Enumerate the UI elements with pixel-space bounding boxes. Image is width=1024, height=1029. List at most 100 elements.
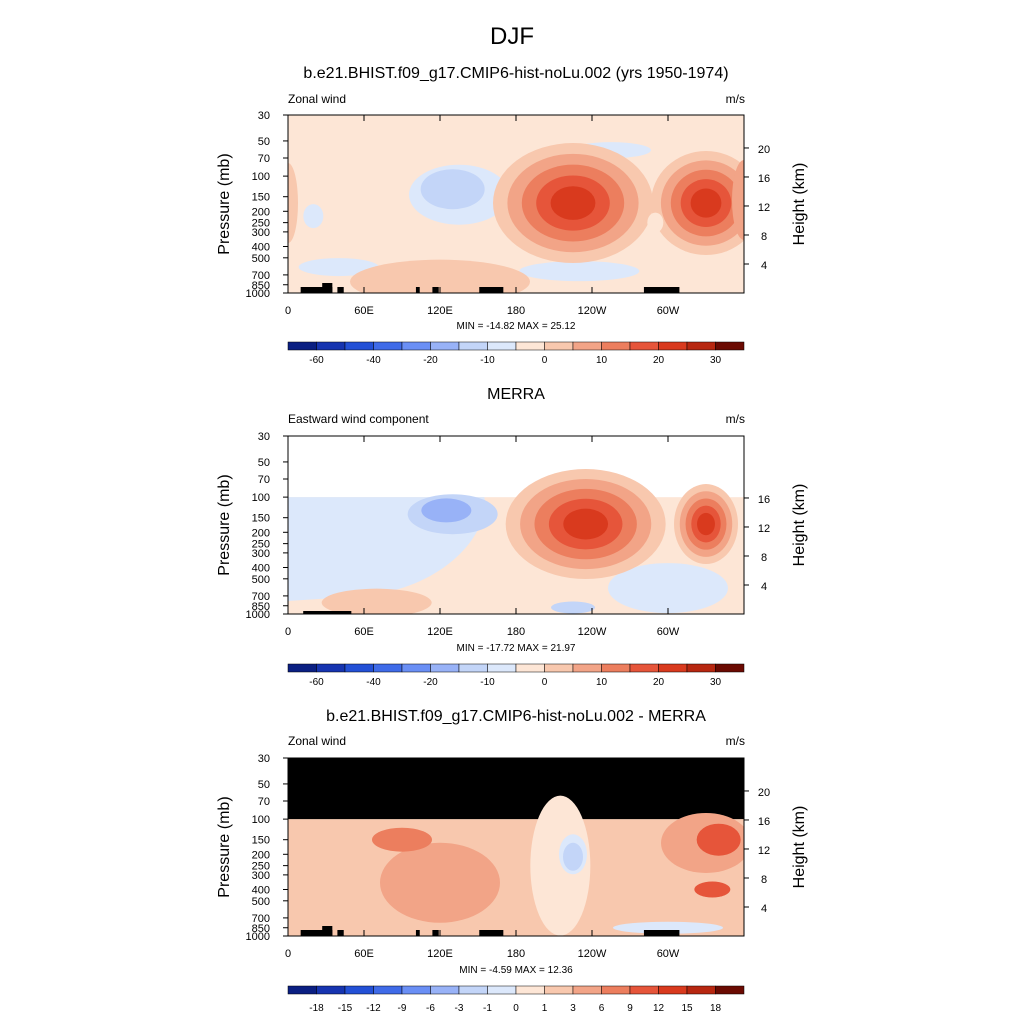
colorbar-box — [344, 985, 374, 995]
y-tick-label: 50 — [258, 779, 270, 791]
y-tick-label: 200 — [252, 206, 270, 218]
y-tick-label: 50 — [258, 136, 270, 148]
colorbar-label: -10 — [480, 677, 495, 688]
colorbar-box — [487, 663, 517, 673]
easterly-surface — [551, 601, 595, 614]
y-right-tick-label: 8 — [761, 231, 767, 243]
y-right-tick-label: 20 — [758, 144, 770, 156]
y-right-tick-label: 4 — [761, 581, 767, 593]
y-tick-label: 300 — [252, 227, 270, 239]
y-right-axis-label: Height (km) — [791, 163, 808, 246]
colorbar-box — [287, 985, 317, 995]
colorbar-label: 1 — [542, 1003, 548, 1014]
colorbar-box — [658, 663, 688, 673]
colorbar-label: -18 — [309, 1003, 324, 1014]
y-tick-label: 150 — [252, 192, 270, 204]
contour-field — [288, 436, 744, 614]
topography — [303, 611, 352, 614]
colorbar-box — [686, 985, 716, 995]
panel-units-label: m/s — [726, 412, 745, 426]
y-tick-label: 400 — [252, 884, 270, 896]
panel-title: b.e21.BHIST.f09_g17.CMIP6-hist-noLu.002 … — [303, 65, 728, 82]
colorbar-box — [401, 985, 431, 995]
colorbar-box — [430, 985, 460, 995]
colorbar-box — [658, 985, 688, 995]
contour-field — [288, 758, 744, 936]
colorbar-box — [373, 341, 403, 351]
y-tick-label: 500 — [252, 896, 270, 908]
colorbar-box — [544, 985, 574, 995]
colorbar-box — [572, 341, 602, 351]
colorbar-box — [430, 341, 460, 351]
y-tick-label: 400 — [252, 241, 270, 253]
y-tick-label: 150 — [252, 513, 270, 525]
colorbar-box — [544, 341, 574, 351]
jet-contour — [563, 508, 609, 540]
panel-2: MERRA Eastward wind component m/s 0 60E 120E 1… — [216, 386, 808, 688]
colorbar-box — [601, 341, 631, 351]
colorbar-label: -15 — [338, 1003, 353, 1014]
topography — [432, 287, 439, 293]
y-tick-label: 200 — [252, 849, 270, 861]
y-tick-label: 70 — [258, 153, 270, 165]
easterly-low-east — [519, 261, 640, 282]
missing-data-region — [288, 758, 744, 820]
x-tick-label: 60E — [354, 948, 374, 960]
y-tick-label: 700 — [252, 591, 270, 603]
difference-region — [372, 827, 432, 852]
easterly-low-east — [608, 563, 728, 614]
colorbar-label: 0 — [513, 1003, 519, 1014]
colorbar-label: -40 — [366, 355, 381, 366]
y-right-tick-label: 16 — [758, 494, 770, 506]
y-tick-label: 200 — [252, 527, 270, 539]
x-tick-label: 0 — [285, 305, 291, 317]
colorbar-label: -6 — [426, 1003, 435, 1014]
panel-units-label: m/s — [726, 92, 745, 106]
colorbar-label: 12 — [653, 1003, 665, 1014]
jet-gap — [647, 212, 664, 233]
colorbar-box — [344, 341, 374, 351]
colorbar-box — [686, 341, 716, 351]
colorbar-box — [487, 985, 517, 995]
panel-title: MERRA — [487, 386, 545, 403]
min-max-stats: MIN = -4.59 MAX = 12.36 — [459, 965, 573, 976]
colorbar-label: 10 — [596, 355, 608, 366]
colorbar-box — [629, 663, 659, 673]
colorbar-box — [544, 663, 574, 673]
y-tick-label: 1000 — [246, 931, 270, 943]
y-tick-label: 70 — [258, 474, 270, 486]
x-tick-label: 0 — [285, 626, 291, 638]
topography — [337, 930, 344, 936]
colorbar-box — [487, 341, 517, 351]
colorbar-label: 30 — [710, 677, 722, 688]
colorbar-label: 9 — [627, 1003, 633, 1014]
x-tick-label: 120W — [578, 948, 607, 960]
colorbar-box — [287, 663, 317, 673]
colorbar-box — [316, 341, 346, 351]
jet-contour — [550, 186, 596, 220]
colorbar-label: -20 — [423, 677, 438, 688]
panel-units-label: m/s — [726, 734, 745, 748]
colorbar-box — [572, 663, 602, 673]
colorbar-box — [458, 663, 488, 673]
y-tick-label: 700 — [252, 270, 270, 282]
easterly-small — [303, 204, 324, 229]
y-tick-label: 1000 — [246, 609, 270, 621]
colorbar-box — [515, 663, 545, 673]
colorbar-box — [458, 985, 488, 995]
easterly-core — [420, 169, 485, 210]
min-max-stats: MIN = -17.72 MAX = 21.97 — [457, 643, 576, 654]
y-right-axis-label: Height (km) — [791, 484, 808, 567]
difference-region — [694, 881, 731, 898]
colorbar-box — [515, 341, 545, 351]
colorbar-box — [715, 663, 745, 673]
topography — [322, 283, 333, 293]
y-axis-label: Pressure (mb) — [216, 796, 233, 897]
y-tick-label: 30 — [258, 110, 270, 122]
topography — [415, 287, 420, 293]
y-right-axis-label: Height (km) — [791, 806, 808, 889]
easterly-core — [421, 498, 472, 523]
missing-data-region — [288, 436, 744, 498]
y-tick-label: 250 — [252, 539, 270, 551]
